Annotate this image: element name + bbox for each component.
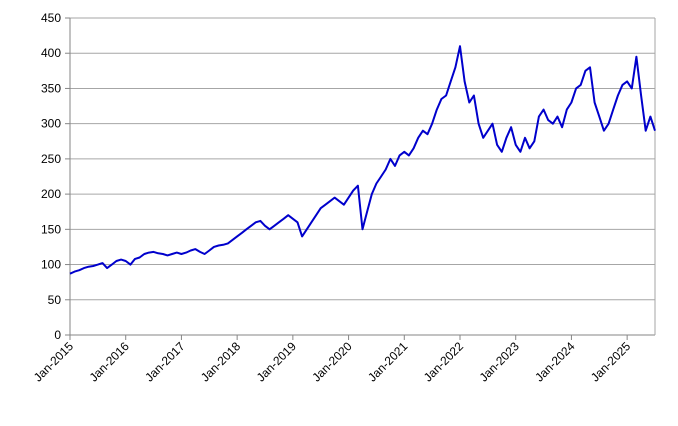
x-tick-label: Jan-2020: [309, 339, 355, 385]
price-line: [69, 45, 656, 275]
x-tick-label: Jan-2025: [588, 339, 634, 385]
y-tick-label: 250: [41, 152, 61, 166]
x-tick-label: Jan-2016: [87, 339, 133, 385]
x-tick-label: Jan-2023: [477, 339, 523, 385]
y-tick-label: 300: [41, 117, 61, 131]
y-tick-label: 200: [41, 187, 61, 201]
y-tick-label: 0: [54, 328, 61, 342]
y-tick-label: 400: [41, 46, 61, 60]
y-tick-label: 100: [41, 258, 61, 272]
x-tick-label: Jan-2017: [142, 339, 188, 385]
x-tick-label: Jan-2018: [198, 339, 244, 385]
x-tick-label: Jan-2019: [254, 339, 300, 385]
x-tick-label: Jan-2015: [31, 339, 77, 385]
y-tick-label: 350: [41, 81, 61, 95]
y-tick-label: 150: [41, 222, 61, 236]
y-tick-label: 450: [41, 11, 61, 25]
x-tick-label: Jan-2022: [421, 339, 467, 385]
x-tick-label: Jan-2021: [365, 339, 411, 385]
y-tick-label: 50: [48, 293, 62, 307]
x-tick-label: Jan-2024: [532, 339, 578, 385]
